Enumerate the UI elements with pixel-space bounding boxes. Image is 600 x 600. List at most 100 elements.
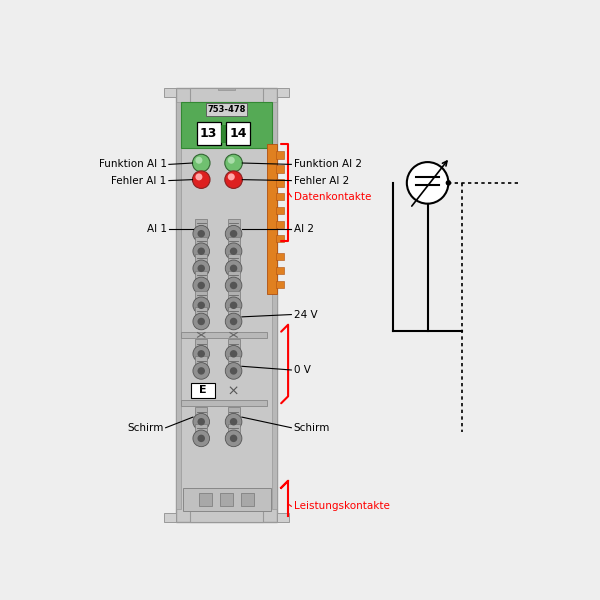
Bar (195, 307, 207, 316)
Bar (176, 88, 277, 523)
Text: 0 V: 0 V (293, 365, 311, 375)
Bar (220, 493, 233, 506)
Bar (195, 237, 207, 245)
Bar (276, 193, 284, 200)
Text: Leistungskontakte: Leistungskontakte (293, 501, 389, 511)
Text: E: E (199, 385, 207, 395)
Circle shape (225, 362, 242, 379)
Circle shape (193, 243, 209, 260)
Bar (195, 271, 207, 280)
Circle shape (193, 413, 209, 430)
Circle shape (197, 367, 205, 374)
Bar (183, 488, 271, 511)
Bar (276, 235, 284, 242)
Circle shape (230, 418, 238, 425)
Bar (276, 267, 284, 274)
Bar (277, 513, 289, 523)
Bar (276, 207, 284, 214)
Text: 24 V: 24 V (293, 310, 317, 320)
Circle shape (197, 230, 205, 238)
Text: AI 2: AI 2 (293, 224, 314, 234)
Text: Fehler AI 2: Fehler AI 2 (293, 176, 349, 185)
Circle shape (193, 430, 209, 446)
Text: Schirm: Schirm (293, 423, 330, 433)
Bar (199, 493, 212, 506)
Text: Fehler AI 1: Fehler AI 1 (112, 176, 167, 185)
Circle shape (230, 318, 238, 325)
Text: Schirm: Schirm (127, 423, 163, 433)
Circle shape (230, 434, 238, 442)
Bar (195, 219, 207, 227)
Circle shape (193, 346, 209, 362)
Bar (276, 281, 284, 288)
Circle shape (193, 362, 209, 379)
Circle shape (228, 157, 235, 164)
Text: 14: 14 (229, 127, 247, 140)
Circle shape (197, 318, 205, 325)
Bar (164, 88, 176, 97)
Circle shape (225, 346, 242, 362)
Bar (241, 493, 254, 506)
Circle shape (197, 265, 205, 272)
Circle shape (193, 297, 209, 314)
Circle shape (197, 418, 205, 425)
Bar (195, 424, 207, 433)
Circle shape (225, 243, 242, 260)
Bar (191, 383, 215, 398)
Bar (276, 151, 284, 159)
Bar (195, 291, 207, 299)
Bar (227, 307, 239, 316)
Text: AI 1: AI 1 (146, 224, 167, 234)
Circle shape (197, 302, 205, 309)
Bar (181, 332, 267, 338)
Bar (227, 219, 239, 227)
Bar (190, 88, 263, 102)
Bar (176, 102, 181, 509)
Circle shape (446, 180, 451, 185)
Circle shape (193, 154, 210, 172)
Circle shape (197, 282, 205, 289)
Bar (227, 254, 239, 262)
Bar (272, 102, 277, 509)
Bar (276, 253, 284, 260)
Circle shape (225, 413, 242, 430)
Bar (227, 356, 239, 365)
Text: Funktion AI 2: Funktion AI 2 (293, 160, 362, 169)
Bar (227, 237, 239, 245)
Bar (206, 103, 247, 116)
Circle shape (225, 430, 242, 446)
Circle shape (407, 162, 448, 203)
Circle shape (228, 173, 235, 181)
Circle shape (230, 230, 238, 238)
Bar (164, 513, 176, 523)
Bar (227, 424, 239, 433)
Circle shape (225, 171, 242, 188)
Bar (181, 102, 272, 148)
Circle shape (225, 313, 242, 330)
Circle shape (230, 302, 238, 309)
Circle shape (225, 260, 242, 277)
Circle shape (193, 277, 209, 294)
Circle shape (197, 350, 205, 358)
Circle shape (230, 282, 238, 289)
Text: Funktion AI 1: Funktion AI 1 (98, 160, 167, 169)
Bar (276, 179, 284, 187)
Bar (226, 122, 250, 145)
Text: Datenkontakte: Datenkontakte (293, 192, 371, 202)
Bar (218, 88, 235, 91)
Circle shape (193, 171, 210, 188)
Bar (227, 407, 239, 416)
Bar (276, 221, 284, 228)
Circle shape (230, 265, 238, 272)
Bar (195, 407, 207, 416)
Bar (221, 125, 226, 142)
Bar (276, 166, 284, 173)
Circle shape (196, 173, 202, 181)
Text: 13: 13 (200, 127, 217, 140)
Bar (181, 400, 267, 406)
Circle shape (193, 226, 209, 242)
Bar (190, 509, 263, 523)
Circle shape (230, 248, 238, 255)
Bar (227, 271, 239, 280)
Circle shape (197, 248, 205, 255)
